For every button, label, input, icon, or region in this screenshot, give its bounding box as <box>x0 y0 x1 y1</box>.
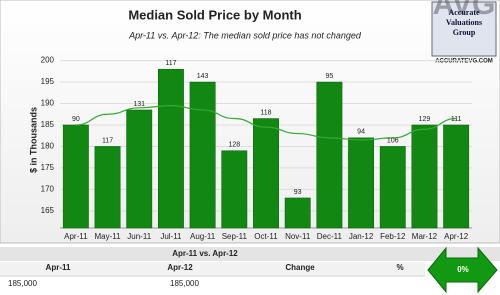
data-label: 128 <box>228 142 240 149</box>
bar <box>443 124 470 229</box>
data-label: 129 <box>419 116 431 123</box>
data-label: 143 <box>197 73 209 80</box>
change-badge <box>427 246 498 294</box>
bar <box>316 81 343 229</box>
change-badge-text: 0% <box>457 265 469 274</box>
bar <box>379 146 406 229</box>
bar <box>253 118 279 229</box>
data-label: 118 <box>260 109 271 116</box>
data-label: 106 <box>387 137 399 144</box>
x-tick-label: Aug-11 <box>190 232 216 241</box>
y-tick-label: 200 <box>41 56 55 65</box>
logo: AVG Accurate Valuations Group ACCURATEVG… <box>431 0 497 65</box>
bar <box>94 146 121 229</box>
x-tick-label: Oct-11 <box>254 232 278 241</box>
x-tick-label: Mar-12 <box>412 232 438 241</box>
x-tick-label: Dec-11 <box>317 232 343 241</box>
x-tick-label: Apr-12 <box>444 232 469 241</box>
bar <box>189 81 216 229</box>
data-label: 117 <box>165 60 176 67</box>
x-tick-label: Nov-11 <box>285 232 311 241</box>
logo-mark: AVG <box>433 0 496 21</box>
table-column: % <box>396 263 403 272</box>
y-tick-label: 185 <box>41 120 55 129</box>
y-axis-label: $ in Thousands <box>28 107 38 173</box>
data-label: 95 <box>325 73 333 80</box>
logo-name-box: Accurate Valuations Group <box>445 8 483 37</box>
x-tick-label: Sep-11 <box>222 232 248 241</box>
x-tick-label: Feb-12 <box>380 232 406 241</box>
y-tick-label: 170 <box>41 184 55 193</box>
table-column: Change <box>285 263 315 272</box>
x-tick-label: Jul-11 <box>160 232 182 241</box>
table-column: Apr-11 <box>46 263 71 272</box>
bar <box>411 124 438 229</box>
table-col-bg <box>0 262 425 275</box>
y-tick-label: 175 <box>41 163 55 172</box>
bar <box>284 197 311 229</box>
bar <box>157 68 184 229</box>
chart-title: Median Sold Price by Month <box>128 7 301 22</box>
bar <box>62 124 89 229</box>
y-tick-label: 180 <box>41 142 55 151</box>
data-label: 90 <box>72 116 80 123</box>
y-tick-label: 195 <box>41 77 55 86</box>
data-label: 93 <box>294 189 302 196</box>
x-tick-label: May-11 <box>94 232 121 241</box>
table-cell: 185,000 <box>170 279 199 288</box>
table-column: Apr-12 <box>167 263 193 272</box>
logo-box <box>431 1 497 57</box>
data-label: 117 <box>102 137 113 144</box>
bar <box>221 150 248 229</box>
table-title: Apr-11 vs. Apr-12 <box>172 249 238 258</box>
data-label: 94 <box>357 129 365 136</box>
data-label: 131 <box>133 101 145 108</box>
bar <box>348 137 375 229</box>
y-tick-label: 190 <box>41 99 55 108</box>
x-tick-label: Jun-11 <box>127 232 151 241</box>
x-tick-label: Apr-11 <box>64 232 88 241</box>
table-cell: 185,000 <box>8 279 37 288</box>
chart-subtitle: Apr-11 vs. Apr-12: The median sold price… <box>128 30 362 40</box>
table-header-bg <box>0 247 500 261</box>
y-tick-label: 165 <box>41 206 55 215</box>
logo-site: ACCURATEVG.COM <box>435 59 493 65</box>
data-label: 111 <box>451 116 462 123</box>
trend-line <box>75 105 457 141</box>
x-tick-label: Jan-12 <box>349 232 374 241</box>
bar <box>126 109 153 229</box>
logo-name: Accurate Valuations Group <box>445 8 483 37</box>
